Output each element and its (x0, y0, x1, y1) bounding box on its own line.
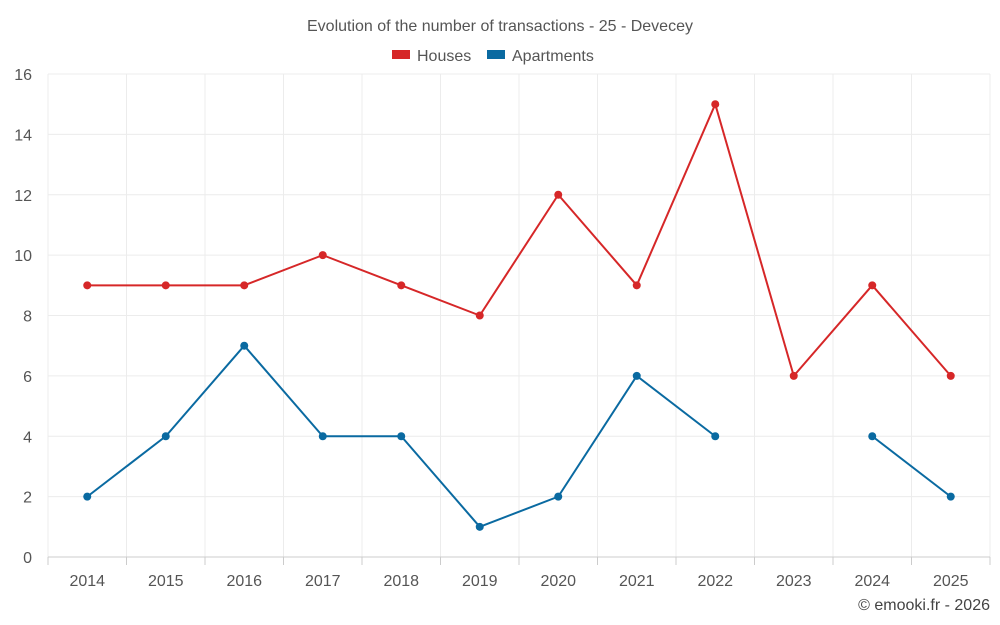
data-point-apartments[interactable] (554, 492, 563, 501)
x-tick-label: 2021 (619, 573, 655, 590)
data-point-apartments[interactable] (711, 432, 720, 441)
series-apartments (83, 341, 955, 531)
legend: Houses Apartments (392, 48, 594, 65)
data-point-apartments[interactable] (946, 492, 955, 501)
y-axis-ticks: 0 2 4 6 8 10 12 14 16 (14, 67, 32, 567)
legend-swatch-houses[interactable] (392, 50, 410, 59)
legend-label-houses[interactable]: Houses (417, 48, 471, 65)
data-point-apartments[interactable] (868, 432, 877, 441)
y-tick-label: 12 (14, 188, 32, 205)
data-point-houses[interactable] (554, 190, 563, 199)
data-point-apartments[interactable] (161, 432, 170, 441)
x-tick-label: 2014 (69, 573, 105, 590)
data-point-houses[interactable] (161, 281, 170, 290)
series (83, 100, 955, 531)
series-line-apartments (871, 435, 952, 498)
series-houses (83, 100, 955, 380)
data-point-apartments[interactable] (397, 432, 406, 441)
x-tick-label: 2024 (854, 573, 890, 590)
gridlines (47, 73, 991, 557)
legend-label-apartments[interactable]: Apartments (512, 48, 594, 65)
chart-title: Evolution of the number of transactions … (307, 18, 693, 35)
x-tick-label: 2018 (383, 573, 419, 590)
credit-text: © emooki.fr - 2026 (858, 597, 990, 614)
y-tick-label: 10 (14, 248, 32, 265)
data-point-houses[interactable] (632, 281, 641, 290)
x-tick-label: 2022 (697, 573, 733, 590)
legend-swatch-apartments[interactable] (487, 50, 505, 59)
data-point-houses[interactable] (397, 281, 406, 290)
x-tick-label: 2019 (462, 573, 498, 590)
x-tick-label: 2015 (148, 573, 184, 590)
x-tick-label: 2023 (776, 573, 812, 590)
y-tick-label: 8 (23, 309, 32, 326)
data-point-houses[interactable] (789, 371, 798, 380)
data-point-houses[interactable] (240, 281, 249, 290)
data-point-houses[interactable] (475, 311, 484, 320)
x-tick-label: 2025 (933, 573, 969, 590)
data-point-houses[interactable] (711, 100, 720, 109)
y-tick-label: 14 (14, 127, 32, 144)
data-point-apartments[interactable] (475, 522, 484, 531)
data-point-houses[interactable] (318, 251, 327, 260)
x-tick-label: 2020 (540, 573, 576, 590)
x-tick-label: 2017 (305, 573, 341, 590)
data-point-apartments[interactable] (240, 341, 249, 350)
y-tick-label: 0 (23, 550, 32, 567)
data-point-houses[interactable] (868, 281, 877, 290)
data-point-apartments[interactable] (318, 432, 327, 441)
x-axis-ticks: 2014 2015 2016 2017 2018 2019 2020 2021 2022 2023… (47, 557, 991, 590)
y-tick-label: 2 (23, 490, 32, 507)
data-point-apartments[interactable] (83, 492, 92, 501)
x-tick-label: 2016 (226, 573, 262, 590)
y-tick-label: 4 (23, 429, 32, 446)
data-point-apartments[interactable] (632, 371, 641, 380)
series-line-houses (87, 103, 952, 377)
y-tick-label: 16 (14, 67, 32, 84)
data-point-houses[interactable] (946, 371, 955, 380)
y-tick-label: 6 (23, 369, 32, 386)
data-point-houses[interactable] (83, 281, 92, 290)
